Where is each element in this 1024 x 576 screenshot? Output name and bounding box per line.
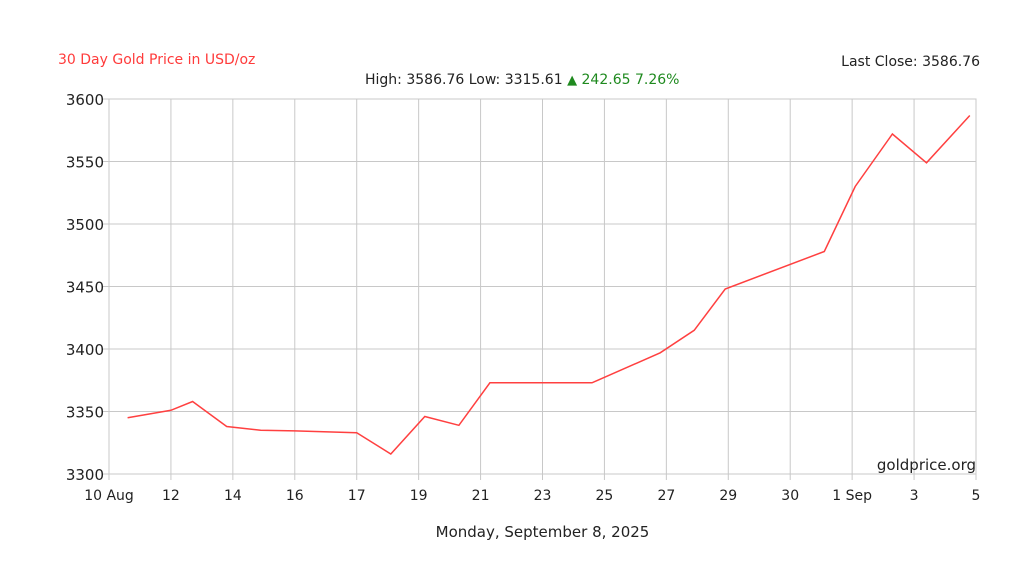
x-tick-label: 29 [719, 488, 737, 504]
up-arrow-icon: ▲ [567, 73, 578, 88]
x-tick-label: 3 [910, 488, 919, 504]
change-percent: 7.26% [634, 72, 680, 88]
x-tick-label: 30 [781, 488, 799, 504]
low-value: 3315.61 [504, 72, 563, 88]
y-tick-label: 3600 [66, 91, 104, 109]
chart-title: 30 Day Gold Price in USD/oz [58, 52, 256, 68]
change-value: 242.65 [581, 72, 631, 88]
y-tick-label: 3400 [66, 341, 104, 359]
x-tick-label: 21 [472, 488, 490, 504]
x-tick-label: 12 [162, 488, 180, 504]
y-tick-label: 3300 [66, 466, 104, 484]
y-tick-label: 3450 [66, 279, 104, 297]
x-tick-label: 23 [534, 488, 552, 504]
x-tick-label: 25 [596, 488, 614, 504]
last-close: Last Close: 3586.76 [841, 54, 980, 70]
last-close-label: Last Close: [841, 54, 918, 70]
x-tick-label: 17 [348, 488, 366, 504]
high-value: 3586.76 [406, 72, 465, 88]
x-tick-label: 10 Aug [84, 488, 134, 504]
y-tick-label: 3350 [66, 404, 104, 422]
high-label: High: [365, 72, 402, 88]
chart-grid [103, 98, 977, 480]
series-line [127, 114, 971, 455]
y-tick-label: 3550 [66, 154, 104, 172]
y-axis: 3300 3350 3400 3450 3500 3550 3600 [66, 91, 104, 484]
x-tick-label: 5 [972, 488, 981, 504]
y-tick-label: 3500 [66, 216, 104, 234]
watermark: goldprice.org [877, 456, 976, 474]
last-close-value: 3586.76 [922, 54, 980, 70]
x-axis: 10 Aug 12 14 16 17 19 21 23 25 27 29 30 1 Sep 3 5 [84, 488, 980, 504]
x-tick-label: 16 [286, 488, 304, 504]
price-stats: High: 3586.76 Low: 3315.61 ▲ 242.65 7.26… [365, 72, 679, 88]
x-tick-label: 19 [410, 488, 428, 504]
x-tick-label: 27 [657, 488, 675, 504]
date-label: Monday, September 8, 2025 [435, 523, 650, 541]
x-tick-label: 1 Sep [832, 488, 872, 504]
low-label: Low: [468, 72, 501, 88]
price-series [127, 114, 971, 455]
x-tick-label: 14 [224, 488, 242, 504]
